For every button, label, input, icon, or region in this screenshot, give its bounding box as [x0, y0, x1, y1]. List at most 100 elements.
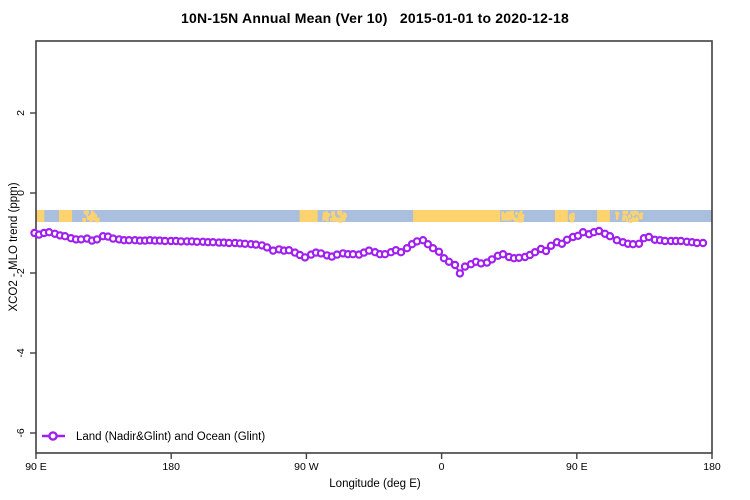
land-speckle: [337, 210, 341, 215]
land-speckle: [330, 217, 333, 222]
land-speckle: [511, 214, 515, 219]
land-speckle: [331, 211, 335, 216]
land-speckle: [91, 212, 95, 217]
land-speckle: [503, 216, 507, 220]
land-speckle: [625, 210, 629, 215]
land-speckle: [630, 211, 634, 215]
data-point-marker: [541, 246, 551, 256]
land-speckle: [518, 212, 522, 216]
data-point-marker: [428, 243, 438, 253]
land-speckle: [616, 214, 619, 218]
land-speckle: [501, 212, 504, 216]
data-point-marker: [634, 239, 644, 248]
data-point-marker: [402, 243, 412, 253]
land-speckle: [93, 218, 97, 222]
land-speckle: [633, 217, 637, 222]
data-point-marker: [605, 231, 615, 241]
land-speckle: [504, 213, 508, 217]
land-patch: [59, 210, 73, 222]
y-tick-label: -4: [15, 348, 27, 357]
land-speckle: [83, 210, 87, 215]
x-tick-label: 180: [162, 461, 180, 473]
data-point-marker: [92, 235, 102, 244]
land-speckle: [332, 218, 335, 222]
land-speckle: [622, 210, 626, 215]
land-speckle: [339, 210, 342, 214]
land-speckle: [89, 218, 93, 223]
land-speckle: [87, 215, 91, 221]
data-point-marker: [698, 238, 708, 248]
land-speckle: [509, 218, 512, 221]
land-speckle: [625, 218, 629, 222]
land-patch: [299, 210, 318, 222]
legend-marker: [48, 431, 58, 441]
land-speckle: [324, 217, 328, 221]
land-speckle: [632, 212, 635, 217]
data-point-marker: [396, 247, 406, 257]
data-point-marker: [455, 269, 465, 278]
data-point-marker: [450, 260, 460, 270]
land-speckle: [516, 218, 520, 222]
land-speckle: [96, 217, 99, 221]
y-axis-title: XCO2 - MLO trend (ppm): [8, 182, 20, 312]
land-patch: [36, 210, 45, 222]
land-speckle: [625, 215, 628, 219]
land-speckle: [615, 211, 618, 215]
x-tick-label: 90 E: [25, 461, 47, 473]
land-speckle: [85, 210, 89, 215]
land-speckle: [332, 215, 336, 220]
land-speckle: [635, 216, 638, 220]
land-speckle: [342, 216, 344, 220]
data-point-marker: [487, 255, 497, 264]
land-speckle: [616, 212, 620, 216]
land-speckle: [322, 218, 325, 221]
x-tick-label: 180: [703, 461, 721, 473]
land-speckle: [622, 217, 625, 221]
land-speckle: [92, 217, 95, 221]
legend-label: Land (Nadir&Glint) and Ocean (Glint): [76, 431, 265, 443]
land-speckle: [339, 217, 342, 221]
land-patch: [555, 210, 568, 222]
data-point-marker: [546, 241, 556, 250]
data-point-marker: [530, 247, 540, 257]
y-tick-label: 0: [15, 190, 27, 196]
land-speckle: [513, 217, 518, 222]
land-speckle: [636, 212, 640, 216]
land-patch: [597, 210, 610, 222]
y-tick-label: -6: [15, 428, 27, 437]
land-speckle: [505, 213, 510, 218]
data-point-marker: [423, 239, 433, 249]
land-speckle: [336, 217, 340, 222]
land-speckle: [340, 214, 343, 218]
land-speckle: [639, 215, 643, 220]
land-speckle: [326, 214, 329, 217]
land-patch: [413, 210, 501, 222]
land-speckle: [622, 214, 626, 219]
x-tick-label: 0: [439, 461, 445, 473]
land-speckle: [322, 211, 327, 216]
land-speckle: [635, 219, 639, 222]
x-tick-label: 90 E: [566, 461, 588, 473]
data-point-marker: [262, 243, 272, 252]
land-speckle: [322, 215, 325, 219]
land-speckle: [501, 215, 505, 220]
land-speckle: [501, 211, 504, 215]
land-speckle: [633, 210, 637, 215]
land-speckle: [508, 215, 512, 220]
land-speckle: [519, 210, 523, 214]
legend: Land (Nadir&Glint) and Ocean (Glint): [42, 431, 265, 443]
land-speckle: [520, 213, 525, 219]
x-tick-label: 90 W: [294, 461, 319, 473]
land-speckle: [94, 214, 97, 218]
y-axis: 2 0 -2 -4 -6: [15, 110, 36, 438]
plot-border: [35, 40, 713, 454]
land-speckle: [515, 212, 518, 216]
land-speckle: [506, 217, 509, 221]
land-speckle: [518, 215, 522, 220]
y-tick-label: 2: [15, 110, 27, 116]
data-series: [30, 226, 708, 278]
land-speckle: [85, 213, 88, 217]
land-speckle: [627, 214, 631, 219]
